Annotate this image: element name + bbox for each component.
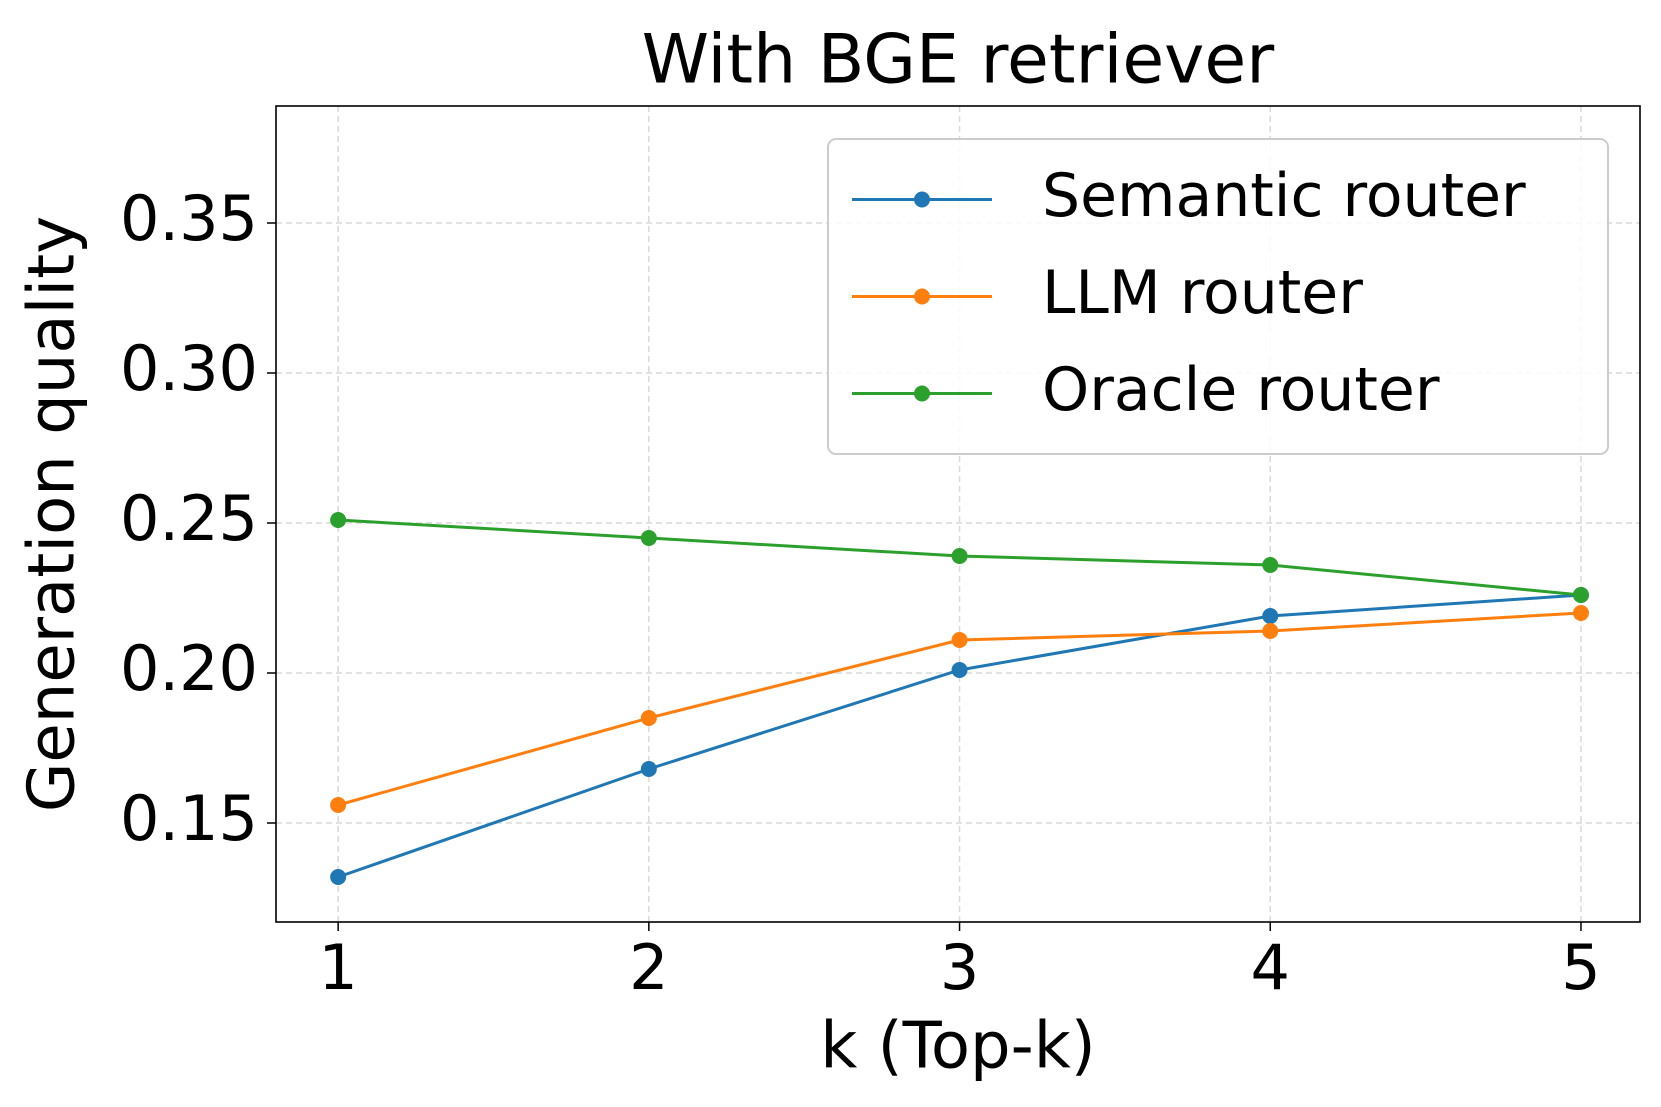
data-point <box>1262 557 1279 573</box>
x-axis-label: k (Top-k) <box>820 1010 1096 1084</box>
legend-marker <box>914 191 930 208</box>
x-tick-label: 5 <box>1561 931 1600 1004</box>
y-tick-label: 0.25 <box>120 482 258 555</box>
data-point <box>640 761 657 777</box>
data-point <box>330 512 347 528</box>
x-tick-label: 3 <box>940 931 979 1004</box>
legend-box <box>827 138 1609 455</box>
data-point <box>640 710 657 726</box>
x-tick-label: 1 <box>318 931 357 1004</box>
legend-marker <box>914 385 930 402</box>
y-tick-label: 0.15 <box>120 782 258 855</box>
y-axis-label: Generation quality <box>16 216 90 812</box>
legend-marker <box>914 288 930 305</box>
legend-label: Oracle router <box>1042 355 1440 425</box>
legend-label: Semantic router <box>1042 161 1526 231</box>
y-tick-label: 0.30 <box>120 332 258 405</box>
data-point <box>1262 608 1279 624</box>
data-point <box>951 548 968 564</box>
data-point <box>1572 605 1589 621</box>
data-point <box>330 869 347 885</box>
legend-label: LLM router <box>1042 258 1363 328</box>
x-tick-label: 2 <box>629 931 668 1004</box>
y-tick-label: 0.35 <box>120 182 258 255</box>
data-point <box>1572 587 1589 603</box>
plot-frame <box>275 105 1641 923</box>
data-point <box>1262 623 1279 639</box>
data-point <box>951 662 968 678</box>
data-point <box>640 530 657 546</box>
data-point <box>951 632 968 648</box>
x-tick-label: 4 <box>1251 931 1290 1004</box>
y-tick-label: 0.20 <box>120 632 258 705</box>
chart-title: With BGE retriever <box>642 21 1274 100</box>
legend: Semantic router LLM router Oracle router <box>827 138 1609 455</box>
data-point <box>330 797 347 813</box>
